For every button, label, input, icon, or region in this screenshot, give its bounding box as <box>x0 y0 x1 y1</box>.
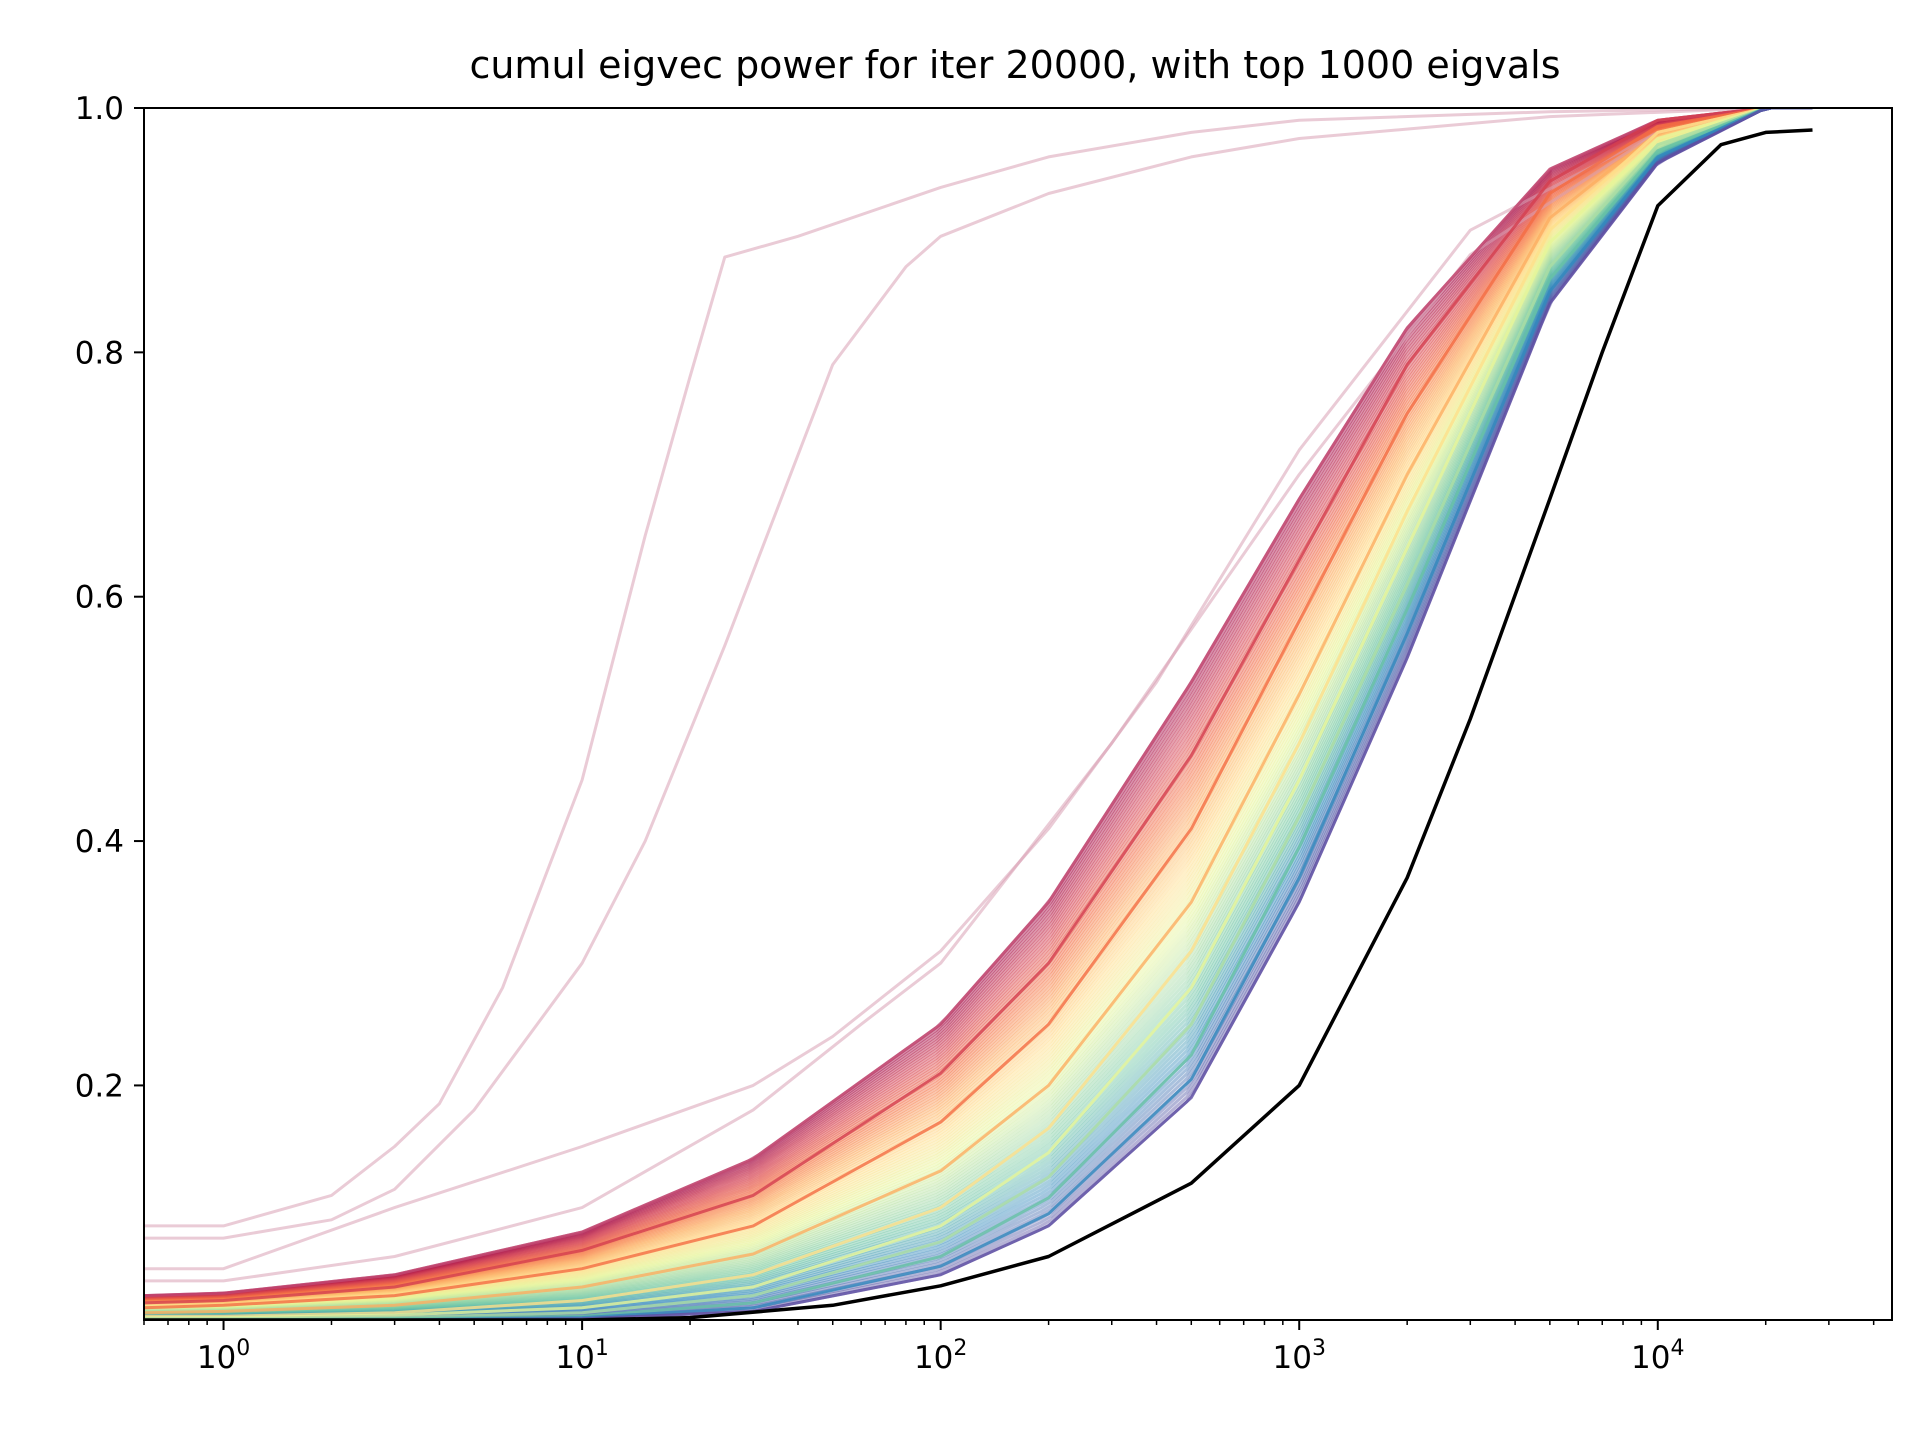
band-curve <box>144 108 1813 1305</box>
band-curve <box>144 108 1813 1306</box>
y-tick-label: 0.4 <box>75 824 124 860</box>
y-tick-label: 1.0 <box>75 91 124 127</box>
band-curve <box>144 108 1813 1299</box>
band-curve <box>144 108 1813 1310</box>
x-tick-label: 102 <box>914 1336 967 1376</box>
band-curve <box>144 108 1813 1298</box>
band-curve <box>144 108 1813 1301</box>
x-tick-label: 103 <box>1272 1336 1325 1376</box>
black-series-line <box>144 128 1813 1320</box>
series-line <box>144 108 1813 1305</box>
band-curve <box>144 108 1813 1301</box>
band-curve <box>144 108 1813 1301</box>
band-curve <box>144 108 1813 1305</box>
chart-title: cumul eigvec power for iter 20000, with … <box>469 43 1560 87</box>
band-curve <box>144 108 1813 1299</box>
band-curve <box>144 108 1813 1308</box>
band-curve <box>144 108 1813 1306</box>
series-line <box>144 108 1813 1240</box>
series-line <box>144 108 1813 1228</box>
series-line <box>144 108 1813 1310</box>
band-curve <box>144 108 1813 1300</box>
y-tick-label: 0.2 <box>75 1068 124 1104</box>
band-curve <box>144 108 1813 1310</box>
band-curve <box>144 108 1813 1313</box>
x-tick-label: 100 <box>197 1336 250 1376</box>
band-curve <box>144 108 1813 1305</box>
series-line <box>144 108 1813 1298</box>
band-curve <box>144 108 1813 1316</box>
band-curve <box>144 108 1813 1301</box>
x-axis: 100 101 102 103 104 <box>143 1320 1875 1376</box>
series-line <box>144 108 1813 1318</box>
x-tick-label: 101 <box>555 1336 608 1376</box>
x-tick-label: 104 <box>1631 1336 1684 1376</box>
plot-frame <box>143 107 1893 1321</box>
series-line <box>144 108 1813 1315</box>
series-line <box>144 108 1813 1320</box>
band-curve <box>144 108 1813 1305</box>
band-curve <box>144 108 1813 1312</box>
series-layer <box>144 108 1813 1320</box>
band-curve <box>144 108 1813 1306</box>
band-curve <box>144 108 1813 1313</box>
band-curve <box>144 108 1813 1312</box>
band-curve <box>144 108 1813 1310</box>
band-curve <box>144 108 1813 1311</box>
y-tick-label: 0.8 <box>75 335 124 371</box>
band-curve <box>144 108 1813 1316</box>
y-tick-label: 0.6 <box>75 580 124 616</box>
band-curve <box>144 108 1813 1315</box>
band-curve <box>144 108 1813 1299</box>
band-curve <box>144 108 1813 1307</box>
y-axis: 0.2 0.4 0.6 0.8 1.0 <box>75 91 144 1104</box>
band-curve <box>144 108 1813 1303</box>
series-line <box>144 108 1813 1320</box>
series-line <box>144 108 1813 1271</box>
band-curve <box>144 108 1813 1315</box>
